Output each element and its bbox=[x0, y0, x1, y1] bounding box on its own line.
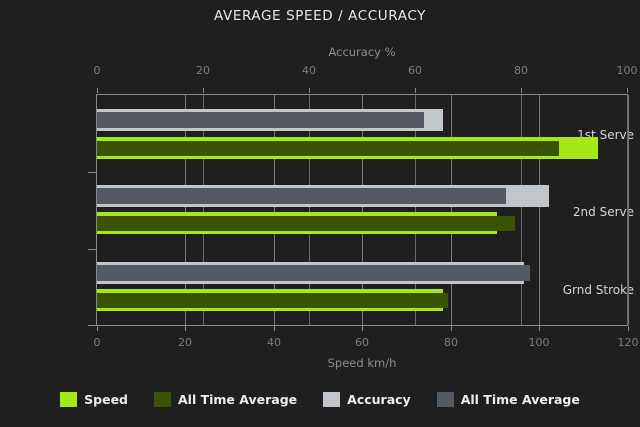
legend-label: All Time Average bbox=[460, 392, 580, 407]
bottom-tick-label: 20 bbox=[178, 336, 192, 349]
bottom-tick-label: 60 bbox=[355, 336, 369, 349]
gridline-speed bbox=[274, 95, 275, 325]
category-tick-mark bbox=[88, 249, 97, 250]
top-tick-label: 20 bbox=[196, 64, 210, 77]
top-tick-label: 40 bbox=[302, 64, 316, 77]
bottom-tick-label: 80 bbox=[444, 336, 458, 349]
legend-item-1[interactable]: Speed bbox=[60, 392, 128, 407]
bottom-tick-mark bbox=[274, 326, 275, 331]
top-tick-label: 60 bbox=[408, 64, 422, 77]
accuracy-average-bar bbox=[97, 188, 506, 204]
bottom-tick-mark bbox=[539, 326, 540, 331]
legend-label: Speed bbox=[84, 392, 128, 407]
legend-label: All Time Average bbox=[178, 392, 298, 407]
top-tick-label: 100 bbox=[616, 64, 638, 77]
top-axis-title: Accuracy % bbox=[328, 45, 396, 59]
bottom-tick-label: 40 bbox=[267, 336, 281, 349]
top-axis-line bbox=[96, 94, 628, 95]
speed-average-bar bbox=[97, 141, 559, 156]
legend-label: Accuracy bbox=[347, 392, 411, 407]
accuracy-average-bar bbox=[97, 112, 424, 128]
bottom-tick-mark bbox=[362, 326, 363, 331]
legend-item-3[interactable]: Accuracy bbox=[323, 392, 411, 407]
category-label-3: Grnd Stroke bbox=[562, 283, 634, 297]
bottom-tick-mark bbox=[628, 326, 629, 331]
chart-legend: Speed All Time Average Accuracy All Time Av… bbox=[0, 392, 640, 407]
top-tick-mark bbox=[415, 88, 416, 93]
top-tick-mark bbox=[627, 88, 628, 93]
accuracy-average-bar bbox=[97, 265, 530, 281]
legend-item-4[interactable]: All Time Average bbox=[436, 392, 580, 407]
top-tick-mark bbox=[521, 88, 522, 93]
bottom-tick-mark bbox=[97, 326, 98, 331]
chart-title: AVERAGE SPEED / ACCURACY bbox=[214, 8, 426, 24]
bottom-axis-title: Speed km/h bbox=[327, 356, 397, 370]
top-tick-mark bbox=[309, 88, 310, 93]
legend-swatch-icon bbox=[323, 392, 341, 407]
bottom-tick-label: 0 bbox=[93, 336, 101, 349]
gridline-accuracy bbox=[203, 95, 204, 325]
category-tick-mark bbox=[88, 172, 97, 173]
speed-average-bar bbox=[97, 293, 448, 308]
category-label-2: 2nd Serve bbox=[572, 205, 634, 219]
bottom-tick-mark bbox=[185, 326, 186, 331]
top-tick-label: 0 bbox=[93, 64, 101, 77]
gridline-accuracy bbox=[415, 95, 416, 325]
gridline-speed bbox=[628, 95, 629, 325]
gridline-accuracy bbox=[521, 95, 522, 325]
legend-item-2[interactable]: All Time Average bbox=[154, 392, 297, 407]
top-tick-label: 80 bbox=[514, 64, 528, 77]
category-axis-line bbox=[96, 95, 97, 325]
bottom-tick-label: 100 bbox=[528, 336, 550, 349]
legend-swatch-icon bbox=[60, 392, 78, 407]
category-tick-mark bbox=[88, 325, 97, 326]
gridline-speed bbox=[362, 95, 363, 325]
top-tick-mark bbox=[203, 88, 204, 93]
speed-average-bar bbox=[97, 216, 515, 231]
bottom-axis-line bbox=[96, 325, 628, 326]
legend-swatch-icon bbox=[436, 392, 454, 407]
top-tick-mark bbox=[97, 88, 98, 93]
legend-swatch-icon bbox=[154, 392, 171, 407]
bottom-tick-label: 120 bbox=[617, 336, 639, 349]
gridline-speed bbox=[185, 95, 186, 325]
plot-area bbox=[97, 95, 629, 325]
gridline-accuracy bbox=[627, 95, 628, 325]
gridline-speed bbox=[451, 95, 452, 325]
gridline-speed bbox=[539, 95, 540, 325]
bottom-tick-mark bbox=[451, 326, 452, 331]
gridline-accuracy bbox=[309, 95, 310, 325]
